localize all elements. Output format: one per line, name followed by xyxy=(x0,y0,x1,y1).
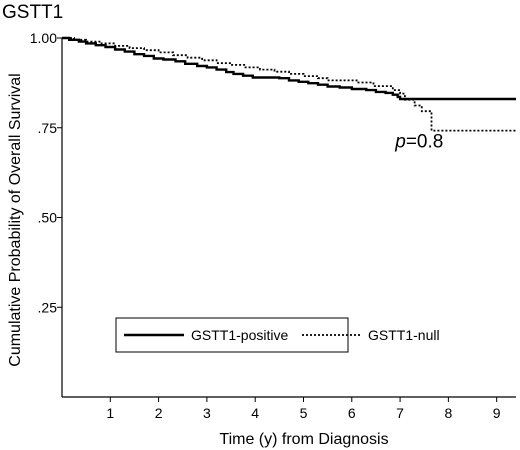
legend-label-gstt1-null: GSTT1-null xyxy=(368,327,440,343)
series-gstt1-null-line xyxy=(62,37,516,132)
x-tick-label: 6 xyxy=(348,405,356,421)
p-value-text: =0.8 xyxy=(406,131,444,152)
y-tick-label: .25 xyxy=(38,299,58,315)
x-tick-label: 7 xyxy=(396,405,404,421)
y-axis-ticks: .25 .50 .75 1.00 xyxy=(30,30,62,315)
y-tick-label: .75 xyxy=(38,120,58,136)
legend-label-gstt1-positive: GSTT1-positive xyxy=(191,327,288,343)
x-tick-label: 4 xyxy=(251,405,259,421)
y-tick-label: .50 xyxy=(38,210,58,226)
series-gstt1-positive-line xyxy=(62,36,516,101)
legend: GSTT1-positive GSTT1-null xyxy=(115,317,440,353)
p-value-symbol: p xyxy=(394,131,406,152)
x-axis-label: Time (y) from Diagnosis xyxy=(219,431,388,448)
y-axis-label: Cumulative Probability of Overall Surviv… xyxy=(7,73,24,366)
legend-box xyxy=(115,317,349,353)
chart-title: GSTT1 xyxy=(2,2,64,23)
x-tick-label: 2 xyxy=(155,405,163,421)
x-tick-label: 5 xyxy=(300,405,308,421)
p-value-annotation: p=0.8 xyxy=(394,131,443,152)
y-tick-label: 1.00 xyxy=(30,30,57,46)
x-tick-label: 8 xyxy=(444,405,452,421)
survival-curves xyxy=(62,36,516,132)
x-tick-label: 3 xyxy=(203,405,211,421)
x-tick-label: 9 xyxy=(493,405,501,421)
x-axis-ticks: 1 2 3 4 5 6 7 8 9 xyxy=(106,397,501,421)
x-tick-label: 1 xyxy=(106,405,114,421)
